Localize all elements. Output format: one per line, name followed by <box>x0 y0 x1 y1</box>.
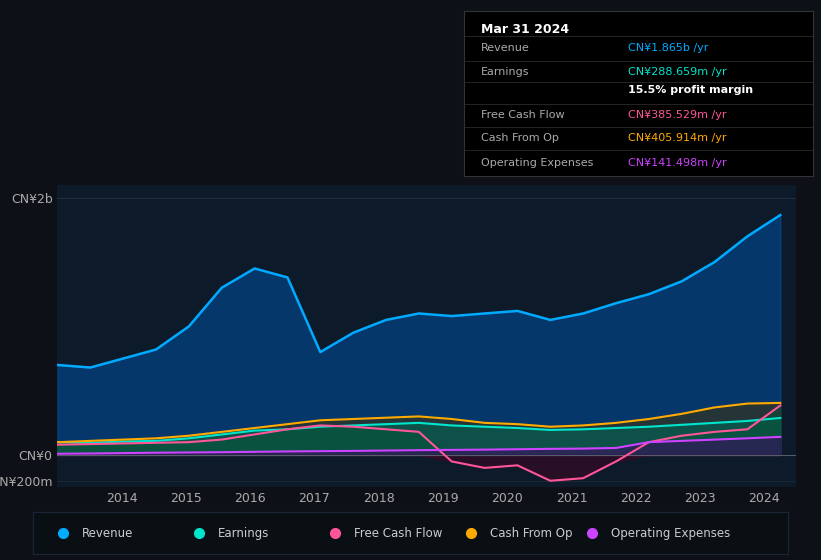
Text: Operating Expenses: Operating Expenses <box>481 158 594 168</box>
Text: CN¥1.865b /yr: CN¥1.865b /yr <box>628 43 709 53</box>
Text: Revenue: Revenue <box>82 527 133 540</box>
Text: 15.5% profit margin: 15.5% profit margin <box>628 85 753 95</box>
Text: Cash From Op: Cash From Op <box>490 527 572 540</box>
Text: CN¥405.914m /yr: CN¥405.914m /yr <box>628 133 727 143</box>
Text: Mar 31 2024: Mar 31 2024 <box>481 23 570 36</box>
Text: Operating Expenses: Operating Expenses <box>611 527 730 540</box>
Text: Revenue: Revenue <box>481 43 530 53</box>
Text: Free Cash Flow: Free Cash Flow <box>481 110 565 120</box>
Text: Earnings: Earnings <box>481 67 530 77</box>
Text: CN¥288.659m /yr: CN¥288.659m /yr <box>628 67 727 77</box>
Text: CN¥141.498m /yr: CN¥141.498m /yr <box>628 158 727 168</box>
Text: CN¥385.529m /yr: CN¥385.529m /yr <box>628 110 727 120</box>
Text: Cash From Op: Cash From Op <box>481 133 559 143</box>
Text: Free Cash Flow: Free Cash Flow <box>354 527 443 540</box>
Text: Earnings: Earnings <box>218 527 269 540</box>
